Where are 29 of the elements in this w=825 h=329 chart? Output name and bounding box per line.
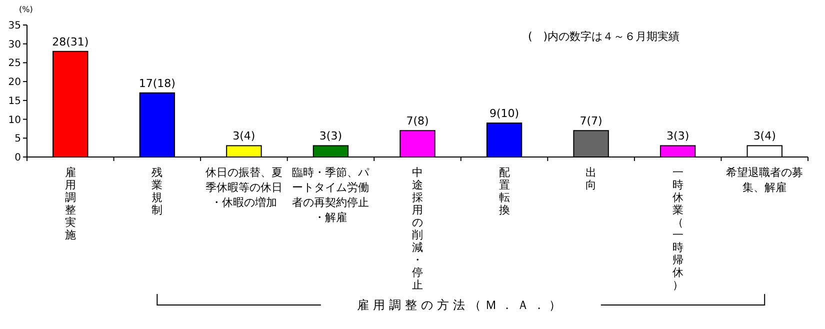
y-tick-label: 20 xyxy=(8,77,21,88)
x-tick-label: 配置転換 xyxy=(498,167,510,216)
data-label: 3(4) xyxy=(232,130,256,143)
data-label: 17(18) xyxy=(138,76,176,90)
data-label: 3(3) xyxy=(319,130,342,143)
y-tick-label: 15 xyxy=(8,96,21,107)
x-tick-label: 臨時・季節、パートタイム労働者の再契約停止・解雇 xyxy=(292,166,370,224)
category-label: 中途採用の削減・停止 xyxy=(412,167,423,292)
x-tick-label: 出向 xyxy=(586,166,597,192)
data-label: 28(31) xyxy=(52,35,89,48)
data-label: 3(3) xyxy=(666,130,690,143)
data-label: 7(7) xyxy=(580,114,602,128)
x-tick-label: 雇用調整実施 xyxy=(64,166,76,242)
y-tick-label: 30 xyxy=(8,39,21,50)
y-tick-label: 0 xyxy=(14,152,21,164)
y-tick-label: 5 xyxy=(14,134,21,145)
text: 雇用調整の方法（Ｍ．Ａ．） xyxy=(356,298,565,312)
data-label: 3(4) xyxy=(753,130,776,143)
category-label: 一時休業（一時帰休） xyxy=(672,167,684,292)
data-label: 9(10) xyxy=(489,107,520,120)
y-tick-label: 35 xyxy=(8,20,21,32)
y-tick-label: 10 xyxy=(8,114,21,126)
x-tick-label: 残業規制 xyxy=(152,166,163,216)
annotation: ( )内の数字は４～６月期実績 xyxy=(528,30,680,43)
x-tick-label: 休日の振替、夏季休暇等の休日・休暇の増加 xyxy=(205,166,282,209)
y-tick-label: 25 xyxy=(8,58,21,70)
x-tick-label: 希望退職者の募集、解雇 xyxy=(726,166,804,194)
data-label: 7(8) xyxy=(406,114,429,128)
y-axis-title: (%) xyxy=(19,5,33,14)
